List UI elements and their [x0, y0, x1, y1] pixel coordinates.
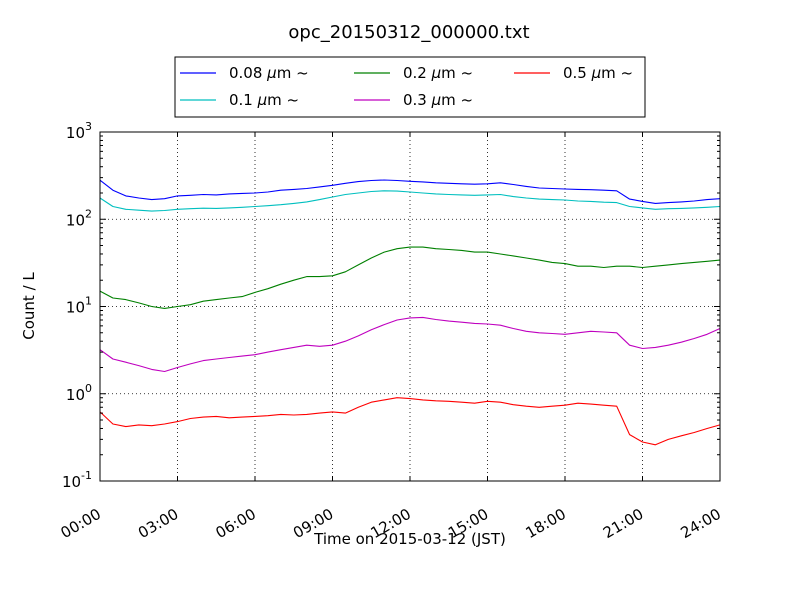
x-tick-label: 03:00	[135, 505, 181, 542]
x-tick-label: 24:00	[678, 505, 724, 542]
series-line-0_08	[99, 179, 721, 204]
y-tick-label: 102	[66, 207, 92, 229]
series-line-0_3	[99, 316, 721, 373]
y-tick-label: 10-1	[62, 469, 92, 491]
x-tick-label: 00:00	[58, 505, 104, 542]
series-layer	[99, 179, 721, 446]
x-tick-label: 21:00	[600, 505, 646, 542]
x-tick-label: 06:00	[213, 505, 259, 542]
chart-title: opc_20150312_000000.txt	[288, 22, 529, 43]
series-line-0_1	[99, 190, 721, 212]
series-line-0_2	[99, 246, 721, 309]
series-line-0_5	[99, 397, 721, 446]
legend-label: 0.2 μm ~	[403, 64, 473, 82]
legend-label: 0.3 μm ~	[403, 91, 473, 109]
grid	[100, 132, 720, 481]
y-axis: 103 102 101 100 10-1	[62, 120, 720, 491]
legend-label: 0.1 μm ~	[229, 91, 299, 109]
y-axis-label: Count / L	[20, 272, 38, 340]
x-tick-label: 18:00	[523, 505, 569, 542]
y-tick-label: 100	[66, 382, 92, 404]
x-axis-label: Time on 2015-03-12 (JST)	[313, 530, 506, 548]
legend-box	[174, 56, 646, 118]
y-tick-label: 101	[66, 295, 92, 317]
legend-label: 0.5 μm ~	[563, 64, 633, 82]
legend-label: 0.08 μm ~	[229, 64, 309, 82]
legend: 0.08 μm ~ 0.1 μm ~ 0.2 μm ~ 0.3 μm ~ 0.5 μm …	[174, 56, 646, 118]
y-tick-label: 103	[66, 120, 92, 142]
